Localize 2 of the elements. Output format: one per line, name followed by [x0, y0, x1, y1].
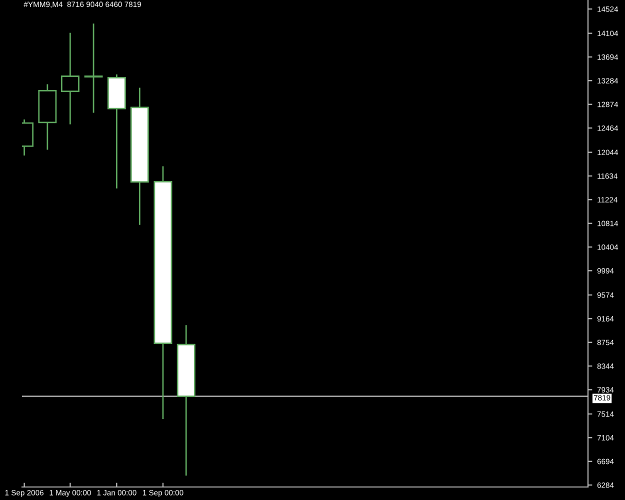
candlestick [60, 32, 80, 124]
candlestick [84, 24, 103, 113]
